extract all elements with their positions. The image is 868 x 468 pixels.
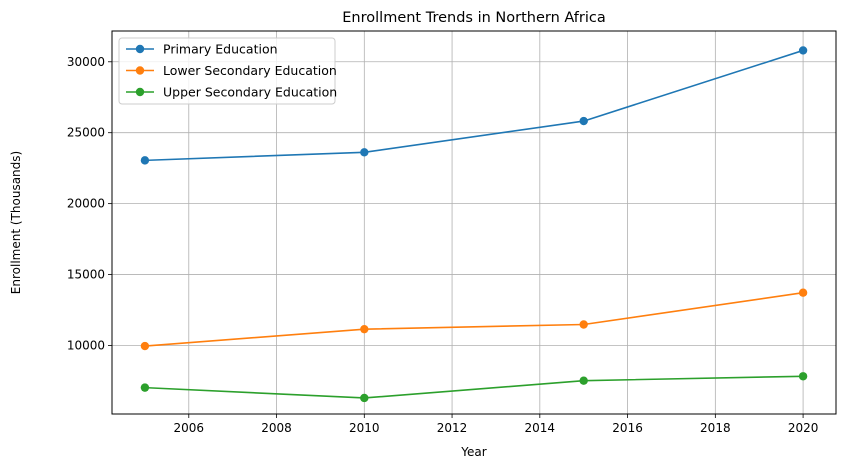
x-tick-label: 2016 bbox=[612, 421, 643, 435]
legend-marker-upper-secondary-education bbox=[135, 87, 145, 97]
legend-box bbox=[118, 37, 336, 105]
data-point-upper-secondary-education bbox=[798, 372, 808, 381]
data-point-lower-secondary-education bbox=[140, 341, 150, 351]
y-tick-label: 10000 bbox=[67, 338, 105, 352]
legend-marker-lower-secondary-education bbox=[135, 66, 145, 75]
data-point-lower-secondary-education bbox=[579, 320, 588, 329]
data-point-primary-education bbox=[140, 156, 150, 165]
y-axis-label: Enrollment (Thousands) bbox=[9, 151, 23, 294]
grid bbox=[112, 31, 836, 414]
x-tick-label: 2014 bbox=[525, 421, 556, 435]
y-tick-label: 20000 bbox=[67, 197, 105, 211]
data-point-primary-education bbox=[579, 116, 588, 126]
data-point-upper-secondary-education bbox=[140, 383, 150, 392]
data-point-primary-education bbox=[360, 148, 369, 157]
x-axis-label: Year bbox=[460, 445, 486, 459]
series-layer bbox=[140, 46, 808, 403]
x-axis: 2006 2008 2010 2012 2014 2016 2018 2020 bbox=[174, 414, 819, 435]
series-line-lower-secondary-education bbox=[144, 291, 804, 347]
x-tick-label: 2012 bbox=[437, 421, 468, 435]
y-tick-label: 15000 bbox=[67, 268, 105, 282]
data-point-primary-education bbox=[798, 46, 808, 55]
plot-frame bbox=[111, 30, 837, 415]
x-tick-label: 2020 bbox=[788, 421, 819, 435]
data-point-lower-secondary-education bbox=[798, 288, 808, 297]
legend-label-lower-secondary-education: Lower Secondary Education bbox=[163, 63, 337, 78]
y-tick-label: 30000 bbox=[67, 55, 105, 69]
data-point-lower-secondary-education bbox=[360, 324, 369, 334]
y-tick-label: 25000 bbox=[67, 126, 105, 140]
series-line-upper-secondary-education bbox=[144, 375, 804, 399]
data-point-upper-secondary-education bbox=[360, 393, 369, 403]
legend-label-upper-secondary-education: Upper Secondary Education bbox=[163, 85, 337, 100]
x-tick-label: 2018 bbox=[700, 421, 731, 435]
y-axis: 10000 15000 20000 25000 30000 bbox=[67, 55, 112, 352]
series-line-primary-education bbox=[144, 49, 804, 162]
legend-marker-primary-education bbox=[135, 44, 145, 54]
x-tick-label: 2010 bbox=[349, 421, 380, 435]
legend: Primary Education Lower Secondary Educati… bbox=[118, 37, 337, 105]
legend-label-primary-education: Primary Education bbox=[163, 42, 278, 57]
x-tick-label: 2008 bbox=[261, 421, 292, 435]
chart-title: Enrollment Trends in Northern Africa bbox=[342, 10, 605, 26]
data-point-upper-secondary-education bbox=[579, 376, 588, 385]
x-tick-label: 2006 bbox=[174, 421, 205, 435]
